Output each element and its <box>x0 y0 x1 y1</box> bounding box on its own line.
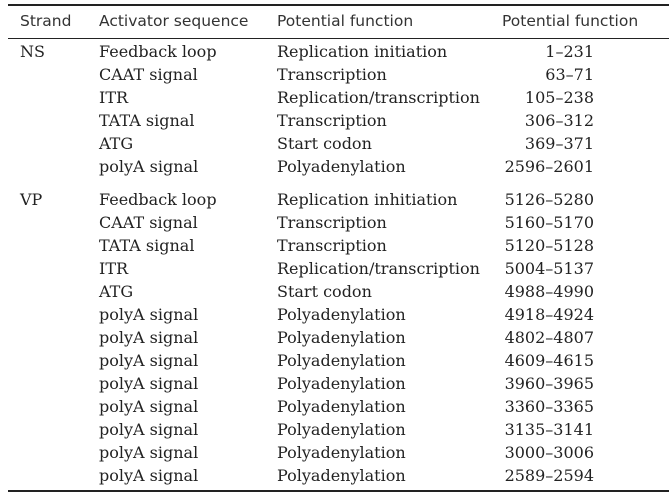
cell-activator-sequence: polyA signal <box>99 305 199 324</box>
cell-potential-function: Polyadenylation <box>277 374 406 393</box>
cell-position: 369–371 <box>524 134 594 153</box>
cell-potential-function: Polyadenylation <box>277 443 406 462</box>
cell-activator-sequence: ATG <box>99 282 134 301</box>
table-row: TATA signal Transcription 306–312 <box>0 110 671 133</box>
cell-position: 5160–5170 <box>504 213 594 232</box>
cell-activator-sequence: TATA signal <box>99 111 195 130</box>
table-header-row: Strand Activator sequence Potential func… <box>0 10 671 32</box>
cell-potential-function: Polyadenylation <box>277 157 406 176</box>
cell-potential-function: Replication/transcription <box>277 259 480 278</box>
cell-activator-sequence: polyA signal <box>99 443 199 462</box>
cell-position: 306–312 <box>524 111 594 130</box>
table-row: ITR Replication/transcription 105–238 <box>0 87 671 110</box>
cell-activator-sequence: polyA signal <box>99 374 199 393</box>
table-row: polyA signal Polyadenylation 4918–4924 <box>0 304 671 327</box>
cell-position: 5126–5280 <box>504 190 594 209</box>
cell-activator-sequence: TATA signal <box>99 236 195 255</box>
cell-potential-function: Polyadenylation <box>277 305 406 324</box>
cell-potential-function: Replication/transcription <box>277 88 480 107</box>
cell-potential-function: Polyadenylation <box>277 397 406 416</box>
cell-activator-sequence: Feedback loop <box>99 190 217 209</box>
cell-activator-sequence: CAAT signal <box>99 213 198 232</box>
table-row: ITR Replication/transcription 5004–5137 <box>0 258 671 281</box>
cell-position: 4609–4615 <box>504 351 594 370</box>
cell-strand: NS <box>20 42 45 61</box>
cell-potential-function: Replication initiation <box>277 42 448 61</box>
cell-potential-function: Start codon <box>277 282 372 301</box>
cell-potential-function: Polyadenylation <box>277 466 406 485</box>
cell-position: 3000–3006 <box>504 443 594 462</box>
cell-position: 5120–5128 <box>504 236 594 255</box>
table-row: polyA signal Polyadenylation 2589–2594 <box>0 465 671 488</box>
table-row: polyA signal Polyadenylation 4609–4615 <box>0 350 671 373</box>
cell-position: 3135–3141 <box>504 420 594 439</box>
table-row: polyA signal Polyadenylation 4802–4807 <box>0 327 671 350</box>
table-row: ATG Start codon 369–371 <box>0 133 671 156</box>
cell-potential-function: Polyadenylation <box>277 328 406 347</box>
cell-position: 4802–4807 <box>504 328 594 347</box>
cell-position: 3360–3365 <box>504 397 594 416</box>
cell-activator-sequence: polyA signal <box>99 466 199 485</box>
cell-potential-function: Start codon <box>277 134 372 153</box>
table-row: polyA signal Polyadenylation 3135–3141 <box>0 419 671 442</box>
cell-potential-function: Transcription <box>277 111 387 130</box>
cell-potential-function: Transcription <box>277 213 387 232</box>
cell-activator-sequence: ATG <box>99 134 134 153</box>
table-row: TATA signal Transcription 5120–5128 <box>0 235 671 258</box>
cell-potential-function: Polyadenylation <box>277 351 406 370</box>
table-row: CAAT signal Transcription 63–71 <box>0 64 671 87</box>
cell-position: 1–231 <box>545 42 594 61</box>
cell-activator-sequence: polyA signal <box>99 397 199 416</box>
table-top-rule <box>8 4 669 6</box>
table-row: NS Feedback loop Replication initiation 1–2… <box>0 41 671 64</box>
cell-potential-function: Transcription <box>277 65 387 84</box>
cell-activator-sequence: polyA signal <box>99 328 199 347</box>
table-row: polyA signal Polyadenylation 3360–3365 <box>0 396 671 419</box>
cell-activator-sequence: CAAT signal <box>99 65 198 84</box>
cell-potential-function: Transcription <box>277 236 387 255</box>
cell-activator-sequence: polyA signal <box>99 420 199 439</box>
table-row: polyA signal Polyadenylation 3000–3006 <box>0 442 671 465</box>
table-bottom-rule <box>8 490 669 492</box>
table-row: polyA signal Polyadenylation 3960–3965 <box>0 373 671 396</box>
cell-strand: VP <box>20 190 43 209</box>
cell-position: 63–71 <box>545 65 594 84</box>
cell-position: 105–238 <box>524 88 594 107</box>
cell-position: 2589–2594 <box>504 466 594 485</box>
table-row: VP Feedback loop Replication inhitiation 51… <box>0 189 671 212</box>
cell-position: 2596–2601 <box>504 157 594 176</box>
cell-position: 4918–4924 <box>504 305 594 324</box>
table-row: ATG Start codon 4988–4990 <box>0 281 671 304</box>
header-activator-sequence: Activator sequence <box>99 12 249 30</box>
table-row: CAAT signal Transcription 5160–5170 <box>0 212 671 235</box>
cell-activator-sequence: ITR <box>99 259 129 278</box>
cell-potential-function: Polyadenylation <box>277 420 406 439</box>
header-potential-function: Potential function <box>277 12 414 30</box>
cell-activator-sequence: ITR <box>99 88 129 107</box>
cell-activator-sequence: polyA signal <box>99 351 199 370</box>
cell-position: 5004–5137 <box>504 259 594 278</box>
cell-activator-sequence: Feedback loop <box>99 42 217 61</box>
table-header-rule <box>8 38 669 39</box>
cell-position: 4988–4990 <box>504 282 594 301</box>
cell-potential-function: Replication inhitiation <box>277 190 458 209</box>
cell-position: 3960–3965 <box>504 374 594 393</box>
table-row: polyA signal Polyadenylation 2596–2601 <box>0 156 671 179</box>
cell-activator-sequence: polyA signal <box>99 157 199 176</box>
header-position: Potential function <box>502 12 639 30</box>
header-strand: Strand <box>20 12 72 30</box>
